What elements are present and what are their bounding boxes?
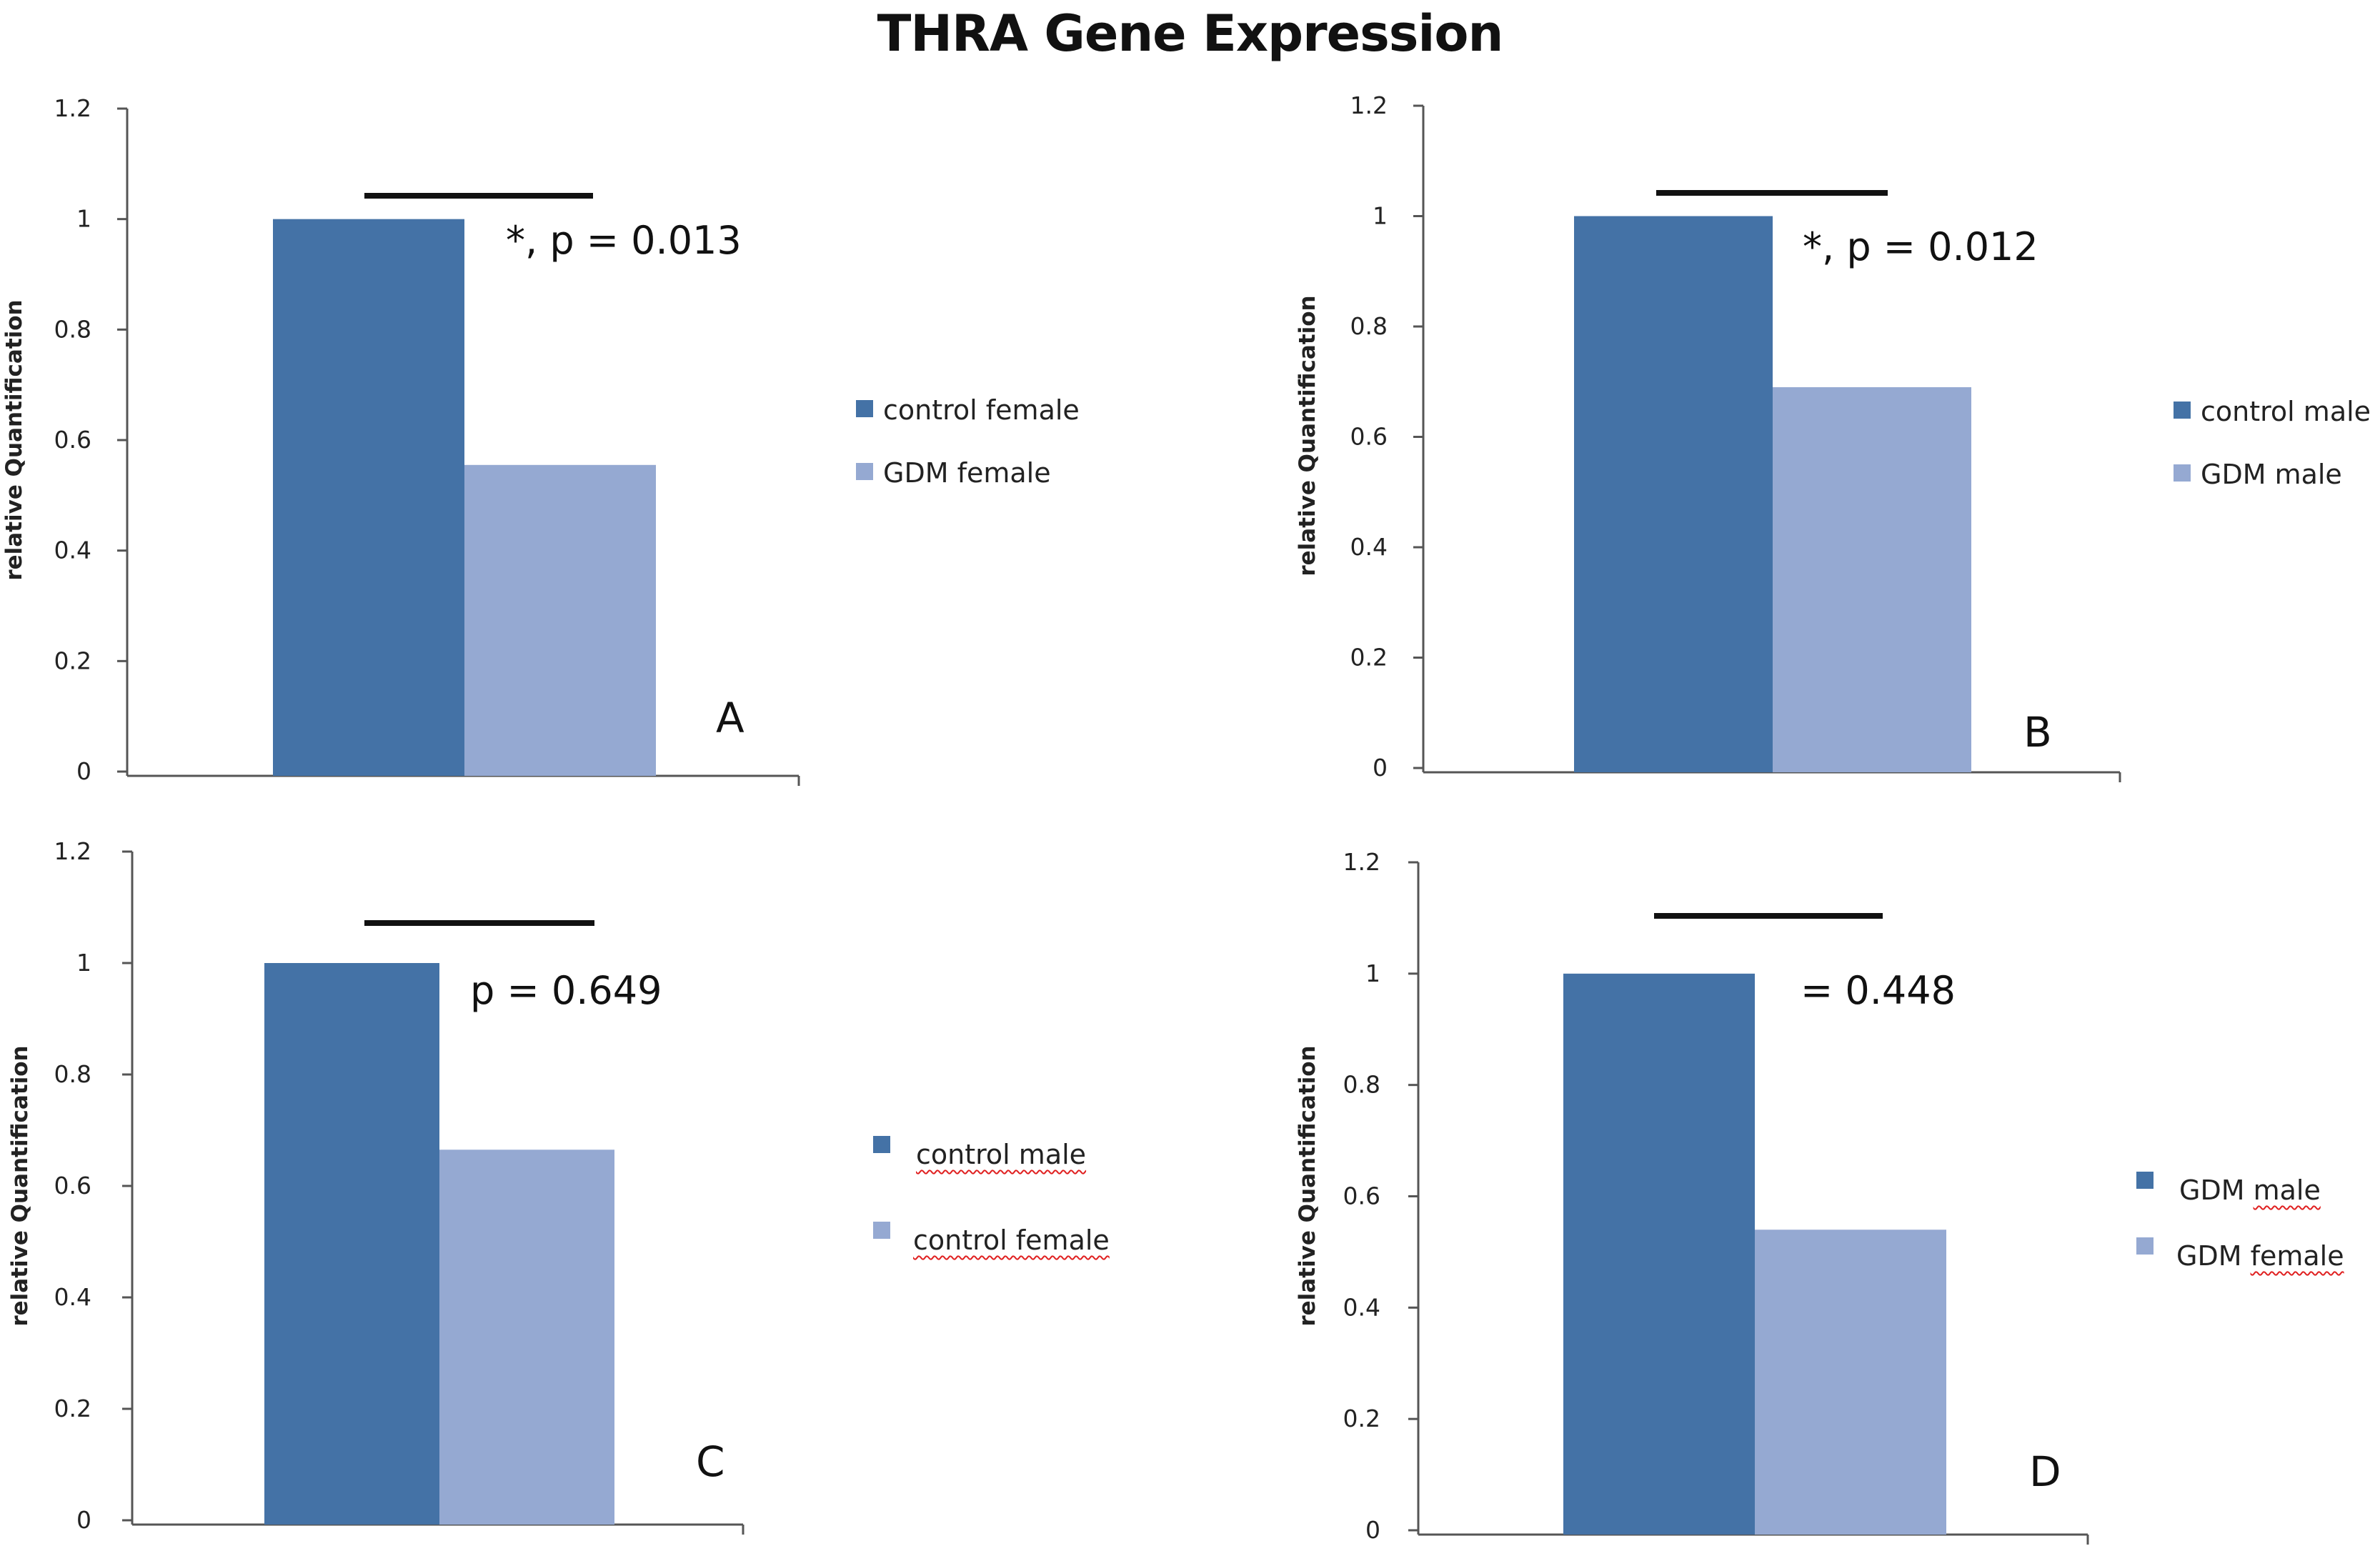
- panel-a-letter: A: [716, 694, 745, 742]
- panel-a-ytick-label-3: 0.6: [54, 426, 91, 454]
- panel-d-bar-1: [1755, 1230, 1946, 1535]
- panel-a-bar-0: [273, 219, 464, 777]
- panel-b-ytick-label-4: 0.8: [1350, 312, 1388, 340]
- panel-b-annotation: *, p = 0.012: [1803, 224, 2038, 269]
- figure-title: THRA Gene Expression: [877, 4, 1504, 63]
- panel-a-ytick-label-5: 1: [76, 205, 91, 233]
- panel-d-ylabel: relative Quantification: [1295, 1045, 1320, 1326]
- panel-a-legend-swatch-1: [856, 463, 873, 480]
- panel-d-annotation: = 0.448: [1801, 968, 1956, 1013]
- panel-a-ytick-label-2: 0.4: [54, 537, 91, 564]
- panel-b-ytick-label-6: 1.2: [1350, 91, 1388, 119]
- panel-d-ytick-label-5: 1: [1365, 959, 1380, 987]
- panel-c-bar-0: [264, 963, 439, 1525]
- panel-c-ytick-label-1: 0.2: [54, 1395, 91, 1422]
- panel-b-ylabel: relative Quantification: [1295, 295, 1320, 576]
- panel-d-ytick-label-6: 1.2: [1343, 848, 1380, 876]
- panel-c-letter: C: [696, 1437, 725, 1486]
- panel-c-ytick-label-6: 1.2: [54, 837, 91, 865]
- panel-b-ytick-label-3: 0.6: [1350, 423, 1388, 451]
- panel-c-ytick-label-2: 0.4: [54, 1283, 91, 1311]
- panel-c-ytick-label-0: 0: [76, 1506, 91, 1534]
- panel-b-legend-swatch-0: [2174, 402, 2191, 419]
- panel-c-annotation: p = 0.649: [470, 968, 662, 1013]
- panel-d-ytick-label-2: 0.4: [1343, 1293, 1380, 1321]
- panel-c-legend-spell-underline-1: control female: [913, 1225, 1110, 1256]
- panel-b-bar-0: [1574, 216, 1773, 772]
- panel-d-legend-label-0: GDM male: [2179, 1175, 2321, 1206]
- panel-a-ylabel: relative Quantification: [1, 299, 27, 580]
- panel-d-legend-spell-underline-1: female: [2250, 1240, 2344, 1272]
- panel-a-legend-swatch-0: [856, 400, 873, 417]
- panel-c-ytick-label-5: 1: [76, 949, 91, 977]
- panel-c-ytick-label-4: 0.8: [54, 1060, 91, 1088]
- panel-c-bar-1: [439, 1149, 614, 1525]
- panel-a-bar-1: [464, 464, 656, 776]
- panel-b-ytick-label-2: 0.4: [1350, 533, 1388, 561]
- panel-d-legend-swatch-1: [2136, 1237, 2154, 1255]
- panel-d-letter: D: [2029, 1447, 2061, 1496]
- panel-c-ytick-label-3: 0.6: [54, 1172, 91, 1200]
- panel-b-legend-swatch-1: [2174, 464, 2191, 482]
- panel-c-legend-label-0: control male: [916, 1139, 1086, 1170]
- panel-a-ytick-label-4: 0.8: [54, 315, 91, 343]
- panel-c-legend-label-1: control female: [913, 1225, 1110, 1256]
- panel-b-legend-label-1: GDM male: [2201, 459, 2342, 490]
- panel-b-ytick-label-5: 1: [1373, 202, 1388, 230]
- panel-d-legend-swatch-0: [2136, 1172, 2154, 1189]
- panel-a-ytick-label-0: 0: [76, 757, 91, 785]
- panel-b-ytick-label-1: 0.2: [1350, 644, 1388, 672]
- panel-c-legend-spell-underline-0: control male: [916, 1139, 1087, 1170]
- panel-d-ytick-label-4: 0.8: [1343, 1071, 1380, 1099]
- panel-d-ytick-label-1: 0.2: [1343, 1405, 1380, 1432]
- panel-a-ytick-label-6: 1.2: [54, 94, 91, 122]
- panel-d-ytick-label-3: 0.6: [1343, 1182, 1380, 1210]
- panel-a-legend-label-1: GDM female: [883, 457, 1051, 489]
- panel-d-legend-label-1: GDM female: [2176, 1240, 2344, 1272]
- panel-b-letter: B: [2023, 708, 2052, 757]
- panel-a-ytick-label-1: 0.2: [54, 647, 91, 674]
- panel-b-bar-1: [1773, 386, 1971, 772]
- panel-a-annotation: *, p = 0.013: [506, 218, 742, 263]
- panel-b-legend-label-0: control male: [2201, 396, 2371, 427]
- panel-c-ylabel: relative Quantification: [7, 1045, 33, 1326]
- panel-c-legend-swatch-0: [873, 1136, 890, 1153]
- panel-d-ytick-label-0: 0: [1365, 1516, 1380, 1544]
- panel-a-legend-label-0: control female: [883, 394, 1080, 426]
- panel-c-legend-swatch-1: [873, 1222, 890, 1239]
- panel-b-ytick-label-0: 0: [1373, 754, 1388, 782]
- panel-d-legend-spell-underline-0: male: [2253, 1175, 2321, 1206]
- panel-d-bar-0: [1563, 973, 1755, 1535]
